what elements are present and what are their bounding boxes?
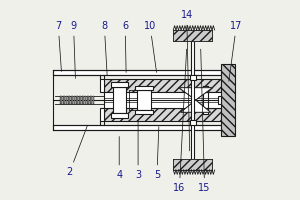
Bar bbox=[53, 125, 220, 130]
Bar bbox=[202, 86, 208, 92]
Text: 9: 9 bbox=[70, 21, 76, 78]
Bar bbox=[87, 96, 88, 104]
Bar bbox=[79, 96, 80, 104]
Bar bbox=[68, 96, 69, 104]
Bar bbox=[100, 79, 104, 92]
Text: 3: 3 bbox=[135, 121, 141, 180]
Bar bbox=[63, 96, 64, 104]
Text: 16: 16 bbox=[173, 49, 187, 193]
Bar bbox=[104, 92, 220, 108]
Bar bbox=[71, 96, 72, 104]
Bar bbox=[60, 96, 61, 104]
Bar bbox=[53, 70, 220, 75]
Text: 8: 8 bbox=[101, 21, 107, 75]
Bar bbox=[88, 96, 89, 104]
Bar bbox=[93, 96, 94, 104]
Bar bbox=[104, 108, 220, 121]
Text: 7: 7 bbox=[55, 21, 61, 71]
Bar bbox=[113, 87, 126, 113]
Bar bbox=[111, 113, 128, 118]
Bar bbox=[61, 96, 62, 104]
Bar bbox=[111, 82, 128, 87]
Bar bbox=[173, 30, 212, 41]
Text: 14: 14 bbox=[181, 10, 193, 151]
Bar bbox=[135, 110, 153, 114]
Bar bbox=[66, 96, 67, 104]
Bar bbox=[173, 159, 212, 170]
Polygon shape bbox=[179, 88, 213, 100]
Bar bbox=[104, 79, 220, 92]
Bar bbox=[72, 96, 73, 104]
Bar bbox=[77, 96, 78, 104]
Bar bbox=[83, 96, 85, 104]
Text: 4: 4 bbox=[116, 137, 122, 180]
Bar bbox=[64, 96, 65, 104]
Text: 10: 10 bbox=[144, 21, 157, 72]
Bar bbox=[220, 64, 236, 136]
Bar bbox=[74, 96, 75, 104]
Bar bbox=[218, 96, 221, 104]
Bar bbox=[190, 75, 196, 80]
Text: 6: 6 bbox=[122, 21, 128, 72]
Bar bbox=[202, 108, 208, 114]
Bar bbox=[137, 90, 151, 110]
Bar bbox=[90, 96, 91, 104]
Bar bbox=[135, 86, 153, 90]
Bar bbox=[190, 120, 196, 125]
Polygon shape bbox=[181, 100, 211, 112]
Bar bbox=[69, 96, 70, 104]
Bar bbox=[100, 108, 104, 121]
Bar bbox=[85, 96, 86, 104]
Bar bbox=[191, 41, 194, 159]
Text: 17: 17 bbox=[229, 21, 243, 81]
Text: 15: 15 bbox=[198, 49, 211, 193]
Bar bbox=[80, 96, 81, 104]
Bar bbox=[82, 96, 83, 104]
Text: 2: 2 bbox=[66, 125, 87, 177]
Text: 5: 5 bbox=[154, 127, 160, 180]
